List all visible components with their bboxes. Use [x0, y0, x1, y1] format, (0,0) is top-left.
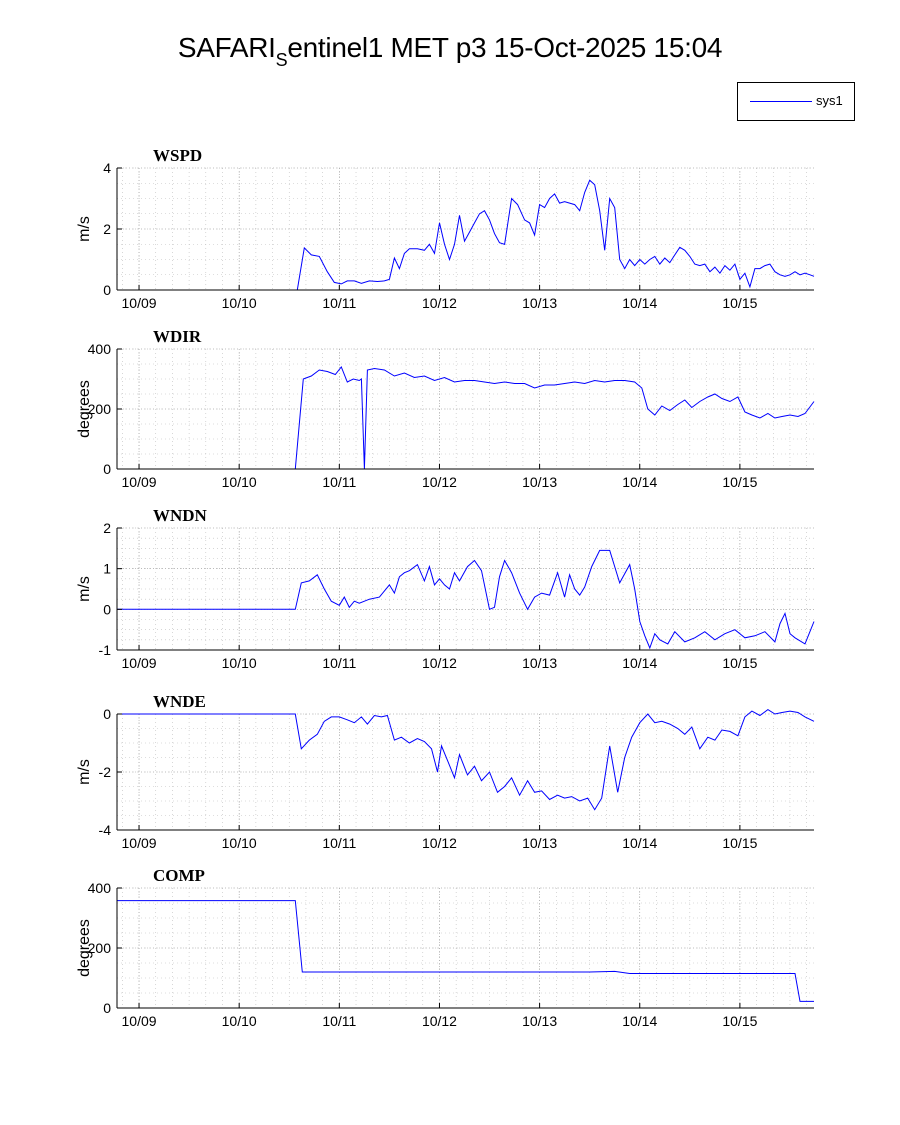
- y-tick-label: 1: [103, 561, 111, 577]
- y-tick-label: 0: [103, 706, 111, 722]
- x-tick-label: 10/12: [422, 295, 457, 311]
- y-axis-label: degrees: [76, 919, 93, 977]
- y-tick-label: 2: [103, 520, 111, 536]
- series-sys1-line: [117, 179, 815, 291]
- x-tick-label: 10/15: [722, 474, 757, 490]
- x-tick-label: 10/11: [322, 835, 356, 851]
- x-tick-label: 10/10: [222, 655, 257, 671]
- chart-wnde: 10/09 10/10 10/11 10/12 10/13 10/14 10/15 -4 -2 0…: [76, 692, 815, 851]
- y-tick-label: 200: [88, 940, 112, 956]
- series-sys1-line: [117, 549, 815, 650]
- panel-title-wnde: WNDE: [153, 692, 206, 711]
- panel-title-wdir: WDIR: [153, 327, 202, 346]
- x-tick-label: 10/11: [322, 295, 356, 311]
- legend: sys1: [737, 82, 855, 121]
- y-tick-label: 4: [103, 160, 111, 176]
- y-axis-label: degrees: [76, 380, 93, 438]
- figure-title: SAFARISentinel1 MET p3 15-Oct-2025 15:04: [0, 32, 900, 71]
- x-tick-label: 10/10: [222, 295, 257, 311]
- series-sys1-line: [117, 708, 815, 811]
- x-tick-label: 10/14: [622, 1013, 657, 1029]
- x-tick-label: 10/15: [722, 835, 757, 851]
- legend-line-sys1: [750, 101, 812, 102]
- legend-label-sys1: sys1: [816, 93, 843, 108]
- x-tick-label: 10/14: [622, 835, 657, 851]
- panel-title-wndn: WNDN: [153, 506, 208, 525]
- x-tick-label: 10/13: [522, 835, 557, 851]
- x-tick-label: 10/11: [322, 655, 356, 671]
- x-tick-label: 10/09: [122, 474, 157, 490]
- chart-wndn: 10/09 10/10 10/11 10/12 10/13 10/14 10/15 -1 0 1 2…: [76, 506, 815, 671]
- series-sys1-line: [117, 366, 815, 470]
- x-tick-label: 10/09: [122, 655, 157, 671]
- series-sys1-line: [117, 900, 814, 1002]
- x-tick-label: 10/15: [722, 295, 757, 311]
- y-tick-label: -2: [99, 764, 112, 780]
- x-tick-label: 10/14: [622, 655, 657, 671]
- y-axis-label: m/s: [76, 759, 93, 785]
- panel-title-wspd: WSPD: [153, 146, 202, 165]
- x-tick-label: 10/15: [722, 655, 757, 671]
- x-tick-label: 10/09: [122, 295, 157, 311]
- y-tick-label: 400: [88, 341, 112, 357]
- x-tick-label: 10/12: [422, 1013, 457, 1029]
- x-tick-label: 10/10: [222, 474, 257, 490]
- y-tick-label: 400: [88, 880, 112, 896]
- y-tick-label: 0: [103, 282, 111, 298]
- panel-title-comp: COMP: [153, 866, 205, 885]
- figure-title-rest: entinel1 MET p3 15-Oct-2025 15:04: [287, 32, 723, 63]
- x-tick-label: 10/13: [522, 1013, 557, 1029]
- x-tick-label: 10/13: [522, 295, 557, 311]
- x-tick-label: 10/11: [322, 474, 356, 490]
- x-tick-label: 10/13: [522, 655, 557, 671]
- x-tick-label: 10/10: [222, 835, 257, 851]
- x-tick-label: 10/09: [122, 835, 157, 851]
- x-tick-label: 10/15: [722, 1013, 757, 1029]
- x-tick-label: 10/12: [422, 655, 457, 671]
- y-tick-label: 0: [103, 461, 111, 477]
- figure-title-subscript: S: [275, 50, 288, 70]
- y-axis-label: m/s: [76, 576, 93, 602]
- figure-title-main: SAFARI: [177, 32, 276, 63]
- x-tick-label: 10/13: [522, 474, 557, 490]
- y-axis-label: m/s: [76, 216, 93, 242]
- chart-comp: 10/09 10/10 10/11 10/12 10/13 10/14 10/15 0 200 4…: [76, 866, 814, 1029]
- x-tick-label: 10/14: [622, 474, 657, 490]
- y-tick-label: 0: [103, 1000, 111, 1016]
- chart-wdir: 10/09 10/10 10/11 10/12 10/13 10/14 10/15 0 200 4…: [76, 327, 815, 490]
- x-tick-label: 10/11: [322, 1013, 356, 1029]
- x-tick-label: 10/12: [422, 474, 457, 490]
- y-tick-label: -1: [99, 642, 112, 658]
- y-tick-label: 0: [103, 601, 111, 617]
- x-tick-label: 10/10: [222, 1013, 257, 1029]
- x-tick-label: 10/14: [622, 295, 657, 311]
- y-tick-label: 2: [103, 221, 111, 237]
- y-tick-label: -4: [99, 822, 112, 838]
- y-tick-label: 200: [88, 401, 112, 417]
- chart-wspd: 10/09 10/10 10/11 10/12 10/13 10/14 10/15 0 2 4 WS…: [76, 146, 815, 311]
- x-tick-label: 10/09: [122, 1013, 157, 1029]
- x-tick-label: 10/12: [422, 835, 457, 851]
